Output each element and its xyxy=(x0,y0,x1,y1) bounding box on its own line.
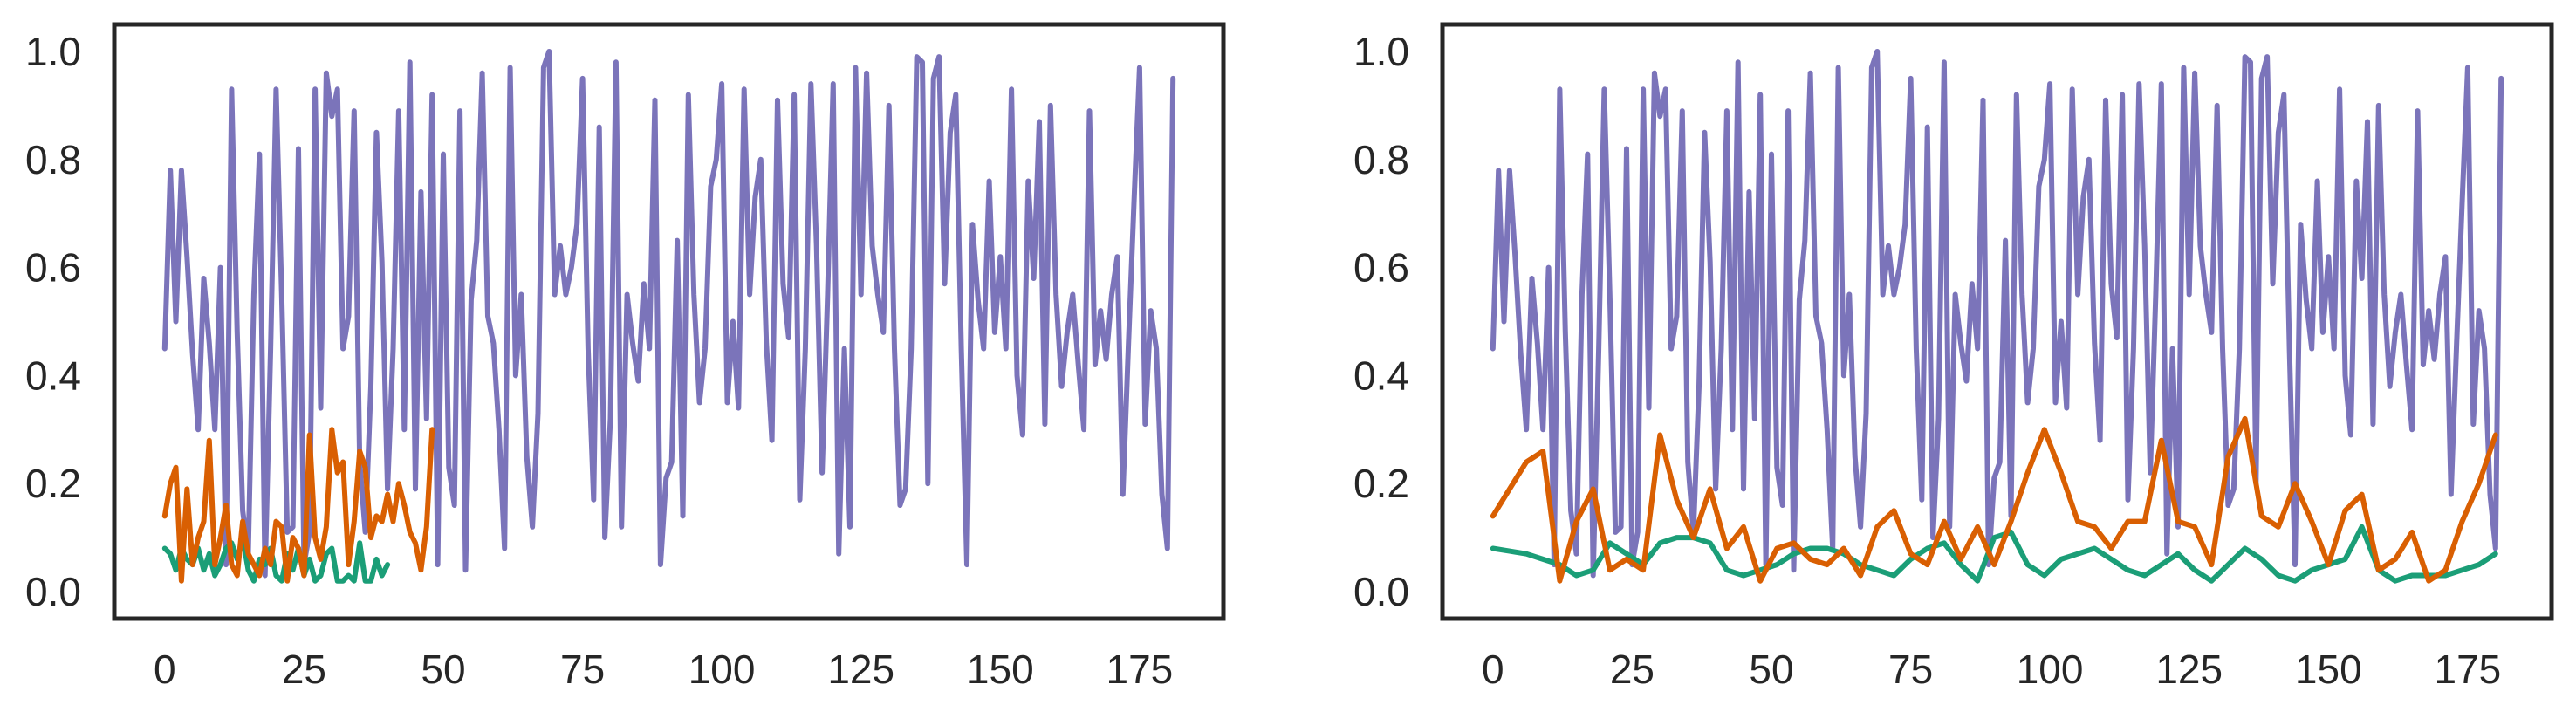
series-line-purple-signal xyxy=(161,49,1176,579)
y-tick-label: 0.8 xyxy=(1353,137,1409,182)
x-tick-label: 100 xyxy=(2017,647,2084,692)
y-tick-label: 0.0 xyxy=(1353,569,1409,614)
y-tick-label: 0.2 xyxy=(1353,461,1409,506)
x-tick-label: 100 xyxy=(689,647,756,692)
y-tick-label: 0.8 xyxy=(25,137,81,182)
y-tick-label: 1.0 xyxy=(25,29,81,74)
x-tick-label: 175 xyxy=(2435,647,2502,692)
x-tick-label: 75 xyxy=(1888,647,1933,692)
right-chart: 0 25 50 75 100 125 150 175 0.0 0.2 0.4 0.6 0.8 1.0 xyxy=(1353,22,2554,692)
x-tick-label: 25 xyxy=(1610,647,1655,692)
series-line-orange-signal xyxy=(161,427,435,584)
y-tick-label: 1.0 xyxy=(1353,29,1409,74)
x-tick-label: 50 xyxy=(1749,647,1793,692)
y-tick-label: 0.0 xyxy=(25,569,81,614)
x-tick-label: 75 xyxy=(560,647,605,692)
x-tick-label: 0 xyxy=(154,647,176,692)
plot-border xyxy=(112,22,1226,621)
series-line-orange-signal xyxy=(1490,415,2498,584)
x-tick-label: 150 xyxy=(967,647,1034,692)
x-tick-label: 25 xyxy=(282,647,326,692)
y-tick-label: 0.6 xyxy=(25,245,81,291)
left-chart: 0 25 50 75 100 125 150 175 0.0 0.2 0.4 0.6 0.8 1.0 xyxy=(25,22,1226,692)
y-tick-label: 0.4 xyxy=(25,353,81,398)
y-tick-label: 0.6 xyxy=(1353,245,1409,291)
series-line-purple-signal xyxy=(1490,49,2504,579)
plot-border xyxy=(1440,22,2554,621)
x-tick-label: 0 xyxy=(1482,647,1504,692)
x-tick-label: 125 xyxy=(827,647,894,692)
x-tick-label: 125 xyxy=(2155,647,2223,692)
y-tick-label: 0.4 xyxy=(1353,353,1409,398)
y-tick-label: 0.2 xyxy=(25,461,81,506)
series-line-green-signal xyxy=(161,535,391,584)
x-tick-label: 50 xyxy=(421,647,465,692)
x-tick-label: 150 xyxy=(2295,647,2362,692)
x-tick-label: 175 xyxy=(1106,647,1174,692)
